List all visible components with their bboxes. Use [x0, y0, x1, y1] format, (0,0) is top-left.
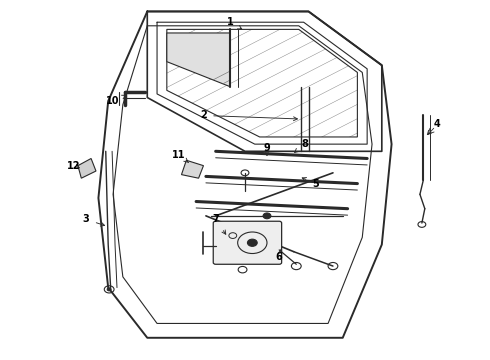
Text: 5: 5	[302, 177, 319, 189]
Text: 1: 1	[227, 17, 242, 29]
Polygon shape	[181, 160, 203, 178]
FancyBboxPatch shape	[213, 221, 282, 264]
Circle shape	[247, 239, 257, 246]
Text: 11: 11	[172, 150, 189, 163]
Polygon shape	[78, 158, 96, 178]
Text: 9: 9	[264, 143, 270, 156]
Text: 6: 6	[276, 249, 283, 262]
Polygon shape	[167, 33, 230, 87]
Text: 7: 7	[212, 215, 226, 234]
Circle shape	[263, 213, 271, 219]
Text: 3: 3	[83, 215, 104, 226]
Text: 10: 10	[106, 95, 126, 106]
Text: 8: 8	[294, 139, 308, 153]
Text: 2: 2	[200, 111, 297, 121]
Text: 4: 4	[427, 120, 440, 135]
Text: 12: 12	[67, 161, 81, 171]
Circle shape	[107, 288, 111, 291]
